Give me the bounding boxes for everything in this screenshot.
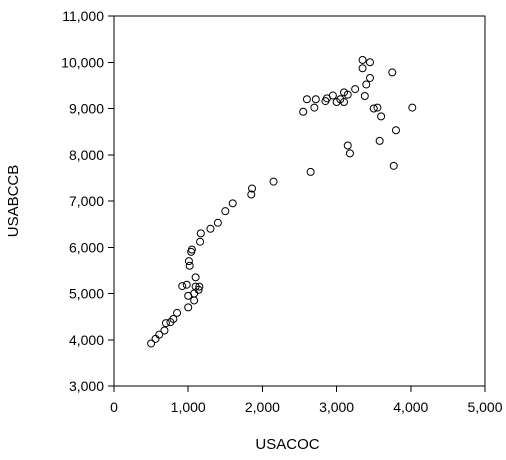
y-tick-label: 8,000 <box>69 147 104 163</box>
data-point <box>184 257 193 266</box>
data-point <box>248 184 257 193</box>
data-point <box>160 326 169 335</box>
data-point <box>190 289 199 298</box>
data-point <box>173 308 182 317</box>
data-point <box>187 245 196 254</box>
data-point <box>340 98 349 107</box>
data-point <box>311 95 320 104</box>
data-point <box>161 319 170 328</box>
data-point <box>195 282 204 291</box>
data-point <box>358 64 367 73</box>
data-point <box>213 218 222 227</box>
data-point <box>269 177 278 186</box>
x-tick-label: 4,000 <box>393 399 428 415</box>
data-point <box>388 68 397 77</box>
plot-frame <box>113 15 486 387</box>
x-tick-label: 5,000 <box>467 399 502 415</box>
x-tick-label: 0 <box>110 399 118 415</box>
data-point <box>343 141 352 150</box>
y-axis: 3,000 4,000 5,000 6,000 7,000 8,000 9,000 10,00… <box>61 8 114 394</box>
data-point <box>306 167 315 176</box>
data-point <box>365 73 374 82</box>
x-axis-title: USACOC <box>255 436 319 453</box>
x-tick-label: 2,000 <box>245 399 280 415</box>
data-point <box>206 224 215 233</box>
data-point <box>373 103 382 112</box>
y-axis-title: USABCCB <box>5 165 22 238</box>
y-tick-label: 6,000 <box>69 239 104 255</box>
y-tick-label: 7,000 <box>69 193 104 209</box>
data-point <box>196 229 205 238</box>
data-points <box>147 55 417 348</box>
data-point <box>360 92 369 101</box>
data-point <box>351 85 360 94</box>
data-point <box>369 104 378 113</box>
data-point <box>190 296 199 305</box>
data-point <box>389 161 398 170</box>
data-point <box>196 237 205 246</box>
data-point <box>408 103 417 112</box>
data-point <box>147 339 156 348</box>
y-tick-label: 4,000 <box>69 332 104 348</box>
data-point <box>358 55 367 64</box>
data-point <box>310 103 319 112</box>
data-point <box>184 303 193 312</box>
data-point <box>169 314 178 323</box>
data-point <box>299 107 308 116</box>
data-point <box>362 80 371 89</box>
y-tick-label: 11,000 <box>62 8 104 24</box>
data-point <box>377 112 386 121</box>
data-point <box>178 282 187 291</box>
data-point <box>151 334 160 343</box>
data-point <box>194 285 203 294</box>
data-point <box>302 95 311 104</box>
x-tick-label: 1,000 <box>171 399 206 415</box>
data-point <box>155 330 164 339</box>
data-point <box>182 280 191 289</box>
data-point <box>328 91 337 100</box>
data-point <box>185 261 194 270</box>
data-point <box>228 199 237 208</box>
y-tick-label: 3,000 <box>69 378 104 394</box>
data-point <box>221 207 230 216</box>
data-point <box>343 90 352 99</box>
data-point <box>365 58 374 67</box>
data-point <box>375 136 384 145</box>
data-point <box>191 273 200 282</box>
y-tick-label: 9,000 <box>69 101 104 117</box>
x-tick-label: 3,000 <box>319 399 354 415</box>
data-point <box>247 190 256 199</box>
y-tick-label: 10,000 <box>61 54 104 70</box>
data-point <box>391 126 400 135</box>
x-axis: 0 1,000 2,000 3,000 4,000 5,000 <box>110 386 503 415</box>
data-point <box>345 149 354 158</box>
y-tick-label: 5,000 <box>69 286 104 302</box>
